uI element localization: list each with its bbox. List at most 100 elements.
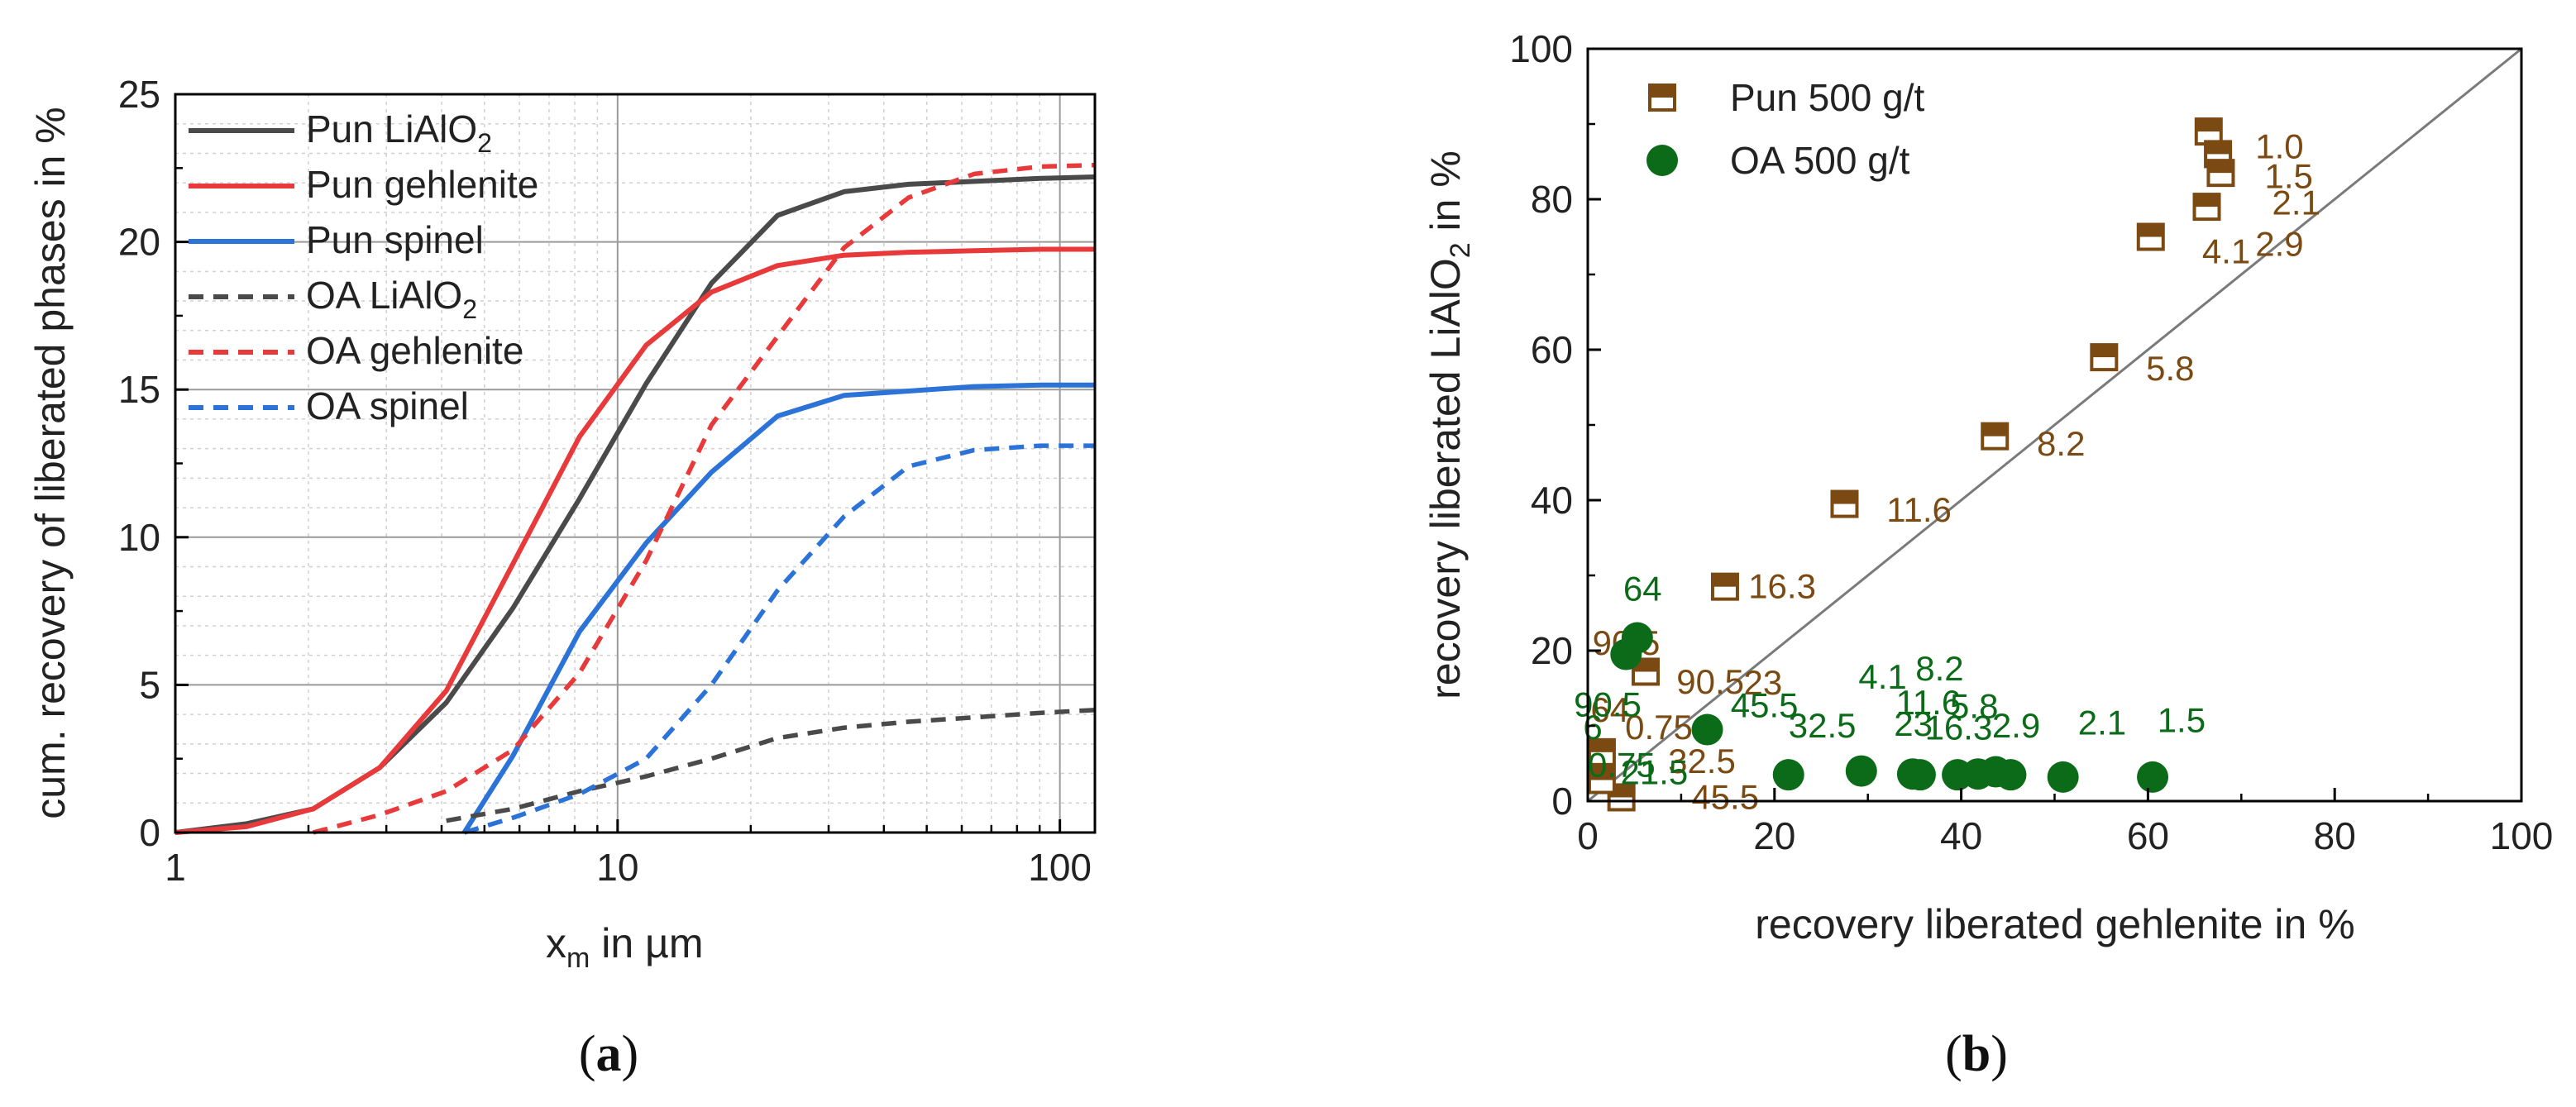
panel-a-label: (a) bbox=[579, 1026, 638, 1082]
panel-a-legend-label-1: Pun gehlenite bbox=[306, 163, 538, 206]
panel-b-ytick-label: 100 bbox=[1509, 27, 1573, 70]
panel-a-xtick-label: 10 bbox=[596, 846, 638, 889]
panel-b-legend-marker-0-fill bbox=[1650, 85, 1675, 98]
panel-a-series-line-2 bbox=[461, 382, 1095, 834]
panel-b-point-oa-12 bbox=[2137, 761, 2169, 793]
panel-b-xlabel: recovery liberated gehlenite in % bbox=[1755, 901, 2354, 947]
panel-a-legend-label-2: Pun spinel bbox=[306, 218, 484, 261]
panel-b-point-pun-7 bbox=[1830, 489, 1859, 518]
panel-b-extra-label: 6 bbox=[1583, 708, 1602, 747]
panel-b-extra-label: 5.8 bbox=[1950, 686, 1998, 725]
panel-b-point-pun-1-fill bbox=[2206, 141, 2231, 155]
panel-a-ytick-label: 0 bbox=[139, 811, 160, 854]
panel-a-series-line-4 bbox=[312, 162, 1096, 835]
panel-b-point-pun-3-fill bbox=[2194, 194, 2220, 208]
panel-b-extra-label: 21.5 bbox=[1621, 752, 1689, 791]
panel-b-point-label: 16.3 bbox=[1925, 709, 1993, 747]
panel-b-extra-label: 32.5 bbox=[1668, 742, 1736, 780]
panel-b-extra-label: 4.1 bbox=[1858, 657, 1906, 696]
panel-b-point-label: 4.1 bbox=[2202, 232, 2250, 271]
panel-b-point-label: 64 bbox=[1623, 569, 1662, 608]
panel-b-point-label: 32.5 bbox=[1789, 706, 1857, 745]
panel-b-point-pun-0-fill bbox=[2196, 119, 2221, 132]
panel-b-point-pun-6 bbox=[1981, 422, 2010, 451]
panel-a-ytick-label: 25 bbox=[118, 73, 160, 116]
panel-b-ytick-label: 20 bbox=[1531, 629, 1573, 672]
panel-b-point-pun-12-fill bbox=[1589, 767, 1614, 780]
panel-b-ytick-label: 60 bbox=[1531, 328, 1573, 371]
panel-a-xlabel: xm in µm bbox=[546, 920, 704, 974]
panel-b-ytick-label: 40 bbox=[1531, 479, 1573, 522]
panel-b-ticks: 0 20 40 60 80 100 0 20 40 60 80 100 bbox=[1509, 27, 2553, 857]
panel-b-extra-label: 0.75 bbox=[1625, 708, 1693, 747]
panel-a-xtick-label: 100 bbox=[1028, 846, 1092, 889]
panel-b-point-label: 5.8 bbox=[2146, 349, 2194, 388]
panel-b-point-label: 2.9 bbox=[2255, 225, 2303, 264]
panel-a-legend: Pun LiAlO2 Pun gehlenite Pun spinel OA LiAl… bbox=[189, 107, 538, 427]
panel-b-point-oa-6 bbox=[1904, 759, 1936, 791]
panel-b-point-label: 45.5 bbox=[1731, 685, 1799, 724]
panel-b-xtick-label: 100 bbox=[2490, 814, 2554, 857]
panel-b-legend-label-0: Pun 500 g/t bbox=[1730, 76, 1925, 119]
panel-b-diagonal bbox=[1587, 47, 2522, 803]
panel-a-legend-label-4: OA gehlenite bbox=[306, 329, 523, 372]
panel-b: 1.01.52.12.94.15.88.211.616.32390.545.59… bbox=[1422, 27, 2553, 1082]
panel-b-extra-label: 0.75 bbox=[1588, 745, 1656, 784]
panel-a-legend-sub: 2 bbox=[477, 128, 492, 158]
panel-a-ylabel: cum. recovery of liberated phases in % bbox=[27, 107, 74, 819]
panel-a: 1 10 100 0 5 10 15 20 25 Pun LiAlO2 Pun gehlenite… bbox=[27, 73, 1097, 1082]
panel-b-legend-label-1: OA 500 g/t bbox=[1730, 139, 1910, 182]
panel-b-point-pun-3 bbox=[2192, 193, 2221, 222]
panel-b-point-oa-11 bbox=[2047, 761, 2079, 793]
panel-b-point-label: 23 bbox=[1894, 704, 1933, 743]
panel-b-point-label: 11.6 bbox=[1886, 490, 1952, 529]
panel-b-point-pun-5 bbox=[2090, 343, 2119, 372]
panel-b-point-pun-7-fill bbox=[1832, 491, 1857, 504]
panel-b-point-label: 11.6 bbox=[1896, 683, 1962, 722]
panel-b-point-label: 2.1 bbox=[2078, 703, 2126, 742]
panel-b-point-label: 23 bbox=[1744, 663, 1783, 702]
panel-b-point-oa-10 bbox=[1995, 759, 2027, 791]
panel-b-ytick-label: 0 bbox=[1551, 780, 1573, 823]
panel-b-xtick-label: 40 bbox=[1940, 814, 1982, 857]
panel-b-xtick-label: 20 bbox=[1753, 814, 1795, 857]
panel-b-point-pun-8 bbox=[1710, 572, 1739, 601]
panel-b-point-label: 16.3 bbox=[1748, 567, 1816, 606]
panel-a-ytick-label: 10 bbox=[118, 516, 160, 559]
panel-a-ytick-label: 20 bbox=[118, 221, 160, 264]
panel-b-ylabel: recovery liberated LiAlO2 in % bbox=[1422, 150, 1476, 699]
panel-b-point-label: 1.5 bbox=[2158, 701, 2206, 740]
panel-b-point-label: 1.0 bbox=[2255, 126, 2303, 165]
panel-b-point-pun-0 bbox=[2194, 117, 2223, 146]
panel-a-legend-label-5: OA spinel bbox=[306, 384, 469, 427]
panel-b-legend-marker-1 bbox=[1646, 145, 1678, 176]
panel-b-point-pun-2-fill bbox=[2208, 160, 2234, 174]
panel-b-xtick-label: 60 bbox=[2127, 814, 2169, 857]
panel-b-point-pun-4-fill bbox=[2138, 224, 2163, 237]
panel-b-point-label: 2.9 bbox=[1992, 706, 2040, 745]
panel-a-ytick-label: 15 bbox=[118, 368, 160, 411]
panel-b-diagonal-line bbox=[1587, 47, 2522, 803]
panel-a-ticks: 1 10 100 0 5 10 15 20 25 bbox=[118, 73, 1092, 889]
panel-a-series-line-5 bbox=[463, 443, 1095, 835]
panel-b-point-label: 45.5 bbox=[1691, 777, 1759, 816]
panel-b-point-pun-10 bbox=[1587, 737, 1616, 766]
panel-b-ytick-label: 80 bbox=[1531, 178, 1573, 221]
panel-b-xtick-label: 80 bbox=[2314, 814, 2356, 857]
panel-b-extra-label: 90.5 bbox=[1676, 662, 1744, 701]
panel-b-point-oa-1 bbox=[1610, 638, 1642, 670]
panel-a-legend-label-3: OA LiAlO2 bbox=[306, 274, 477, 324]
panel-b-point-pun-4 bbox=[2136, 222, 2165, 251]
panel-a-legend-label-0: Pun LiAlO2 bbox=[306, 107, 492, 158]
panel-b-point-oa-4 bbox=[1845, 755, 1877, 787]
panel-a-xtick-label: 1 bbox=[165, 846, 186, 889]
panel-a-ytick-label: 5 bbox=[139, 663, 160, 706]
panel-b-legend-marker-0 bbox=[1648, 84, 1676, 112]
panel-a-series-line-3 bbox=[446, 708, 1096, 823]
panel-a-series bbox=[174, 162, 1096, 835]
panel-b-point-pun-6-fill bbox=[1982, 423, 2008, 437]
panel-b-label: (b) bbox=[1945, 1026, 2008, 1082]
panel-b-point-pun-12 bbox=[1587, 766, 1616, 794]
panel-b-point-oa-2 bbox=[1691, 713, 1723, 746]
